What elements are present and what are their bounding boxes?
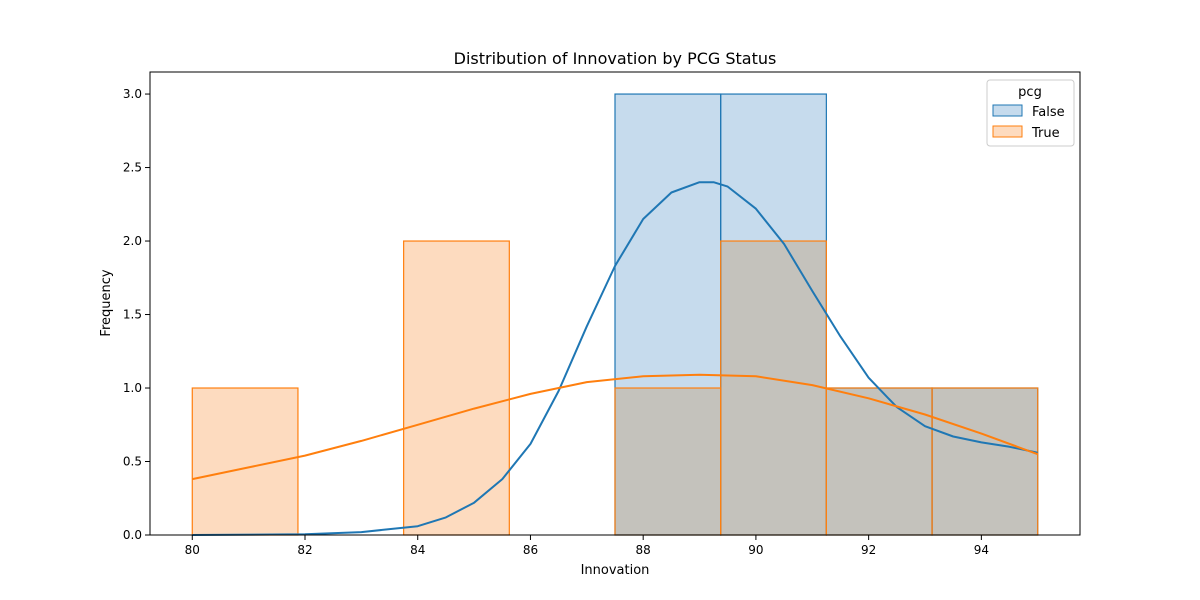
legend-swatch-true [992, 125, 1023, 138]
y-axis: 0.0 0.5 1.0 1.5 2.0 2.5 3.0 [123, 87, 150, 542]
y-tick-label-0: 0.0 [123, 528, 142, 542]
kde-line-true [192, 373, 1039, 481]
y-tick-label-3: 1.5 [123, 308, 142, 322]
x-tick-label-84: 84 [410, 543, 425, 557]
x-tick-label-86: 86 [523, 543, 538, 557]
x-tick-label-80: 80 [185, 543, 200, 557]
kde-lines [192, 181, 1039, 536]
bar-overlap-4 [615, 388, 721, 535]
bar-overlap-5 [720, 241, 827, 536]
legend-title: pcg [1018, 85, 1042, 100]
kde-line-false [192, 181, 1038, 536]
bars-overlap [615, 241, 1038, 536]
legend-swatch-false [992, 104, 1023, 117]
x-axis-label: Innovation [581, 563, 650, 578]
bar-false-5 [720, 94, 827, 242]
x-tick-label-82: 82 [297, 543, 312, 557]
y-tick-label-5: 2.5 [123, 161, 142, 175]
bar-overlap-6 [826, 388, 933, 535]
y-axis-label: Frequency [99, 269, 114, 336]
y-tick-label-4: 2.0 [123, 234, 142, 248]
x-tick-label-90: 90 [748, 543, 763, 557]
x-tick-label-92: 92 [861, 543, 876, 557]
y-tick-label-1: 0.5 [123, 455, 142, 469]
x-tick-label-94: 94 [974, 543, 989, 557]
bar-false-4 [615, 94, 721, 389]
y-tick-label-6: 3.0 [123, 87, 142, 101]
bars-series-false [615, 94, 827, 389]
x-axis: 80 82 84 86 88 90 92 94 [185, 535, 989, 557]
x-tick-label-88: 88 [636, 543, 651, 557]
bar-overlap-7 [932, 388, 1038, 535]
legend-label-false: False [1032, 105, 1065, 120]
bar-true-0 [192, 388, 298, 535]
chart-title: Distribution of Innovation by PCG Status [454, 49, 777, 68]
plot-frame [149, 71, 1081, 536]
legend: pcg False True [986, 79, 1075, 147]
legend-label-true: True [1031, 126, 1060, 141]
plot-area [191, 93, 1039, 536]
y-tick-label-2: 1.0 [123, 381, 142, 395]
bar-true-2 [403, 241, 510, 536]
